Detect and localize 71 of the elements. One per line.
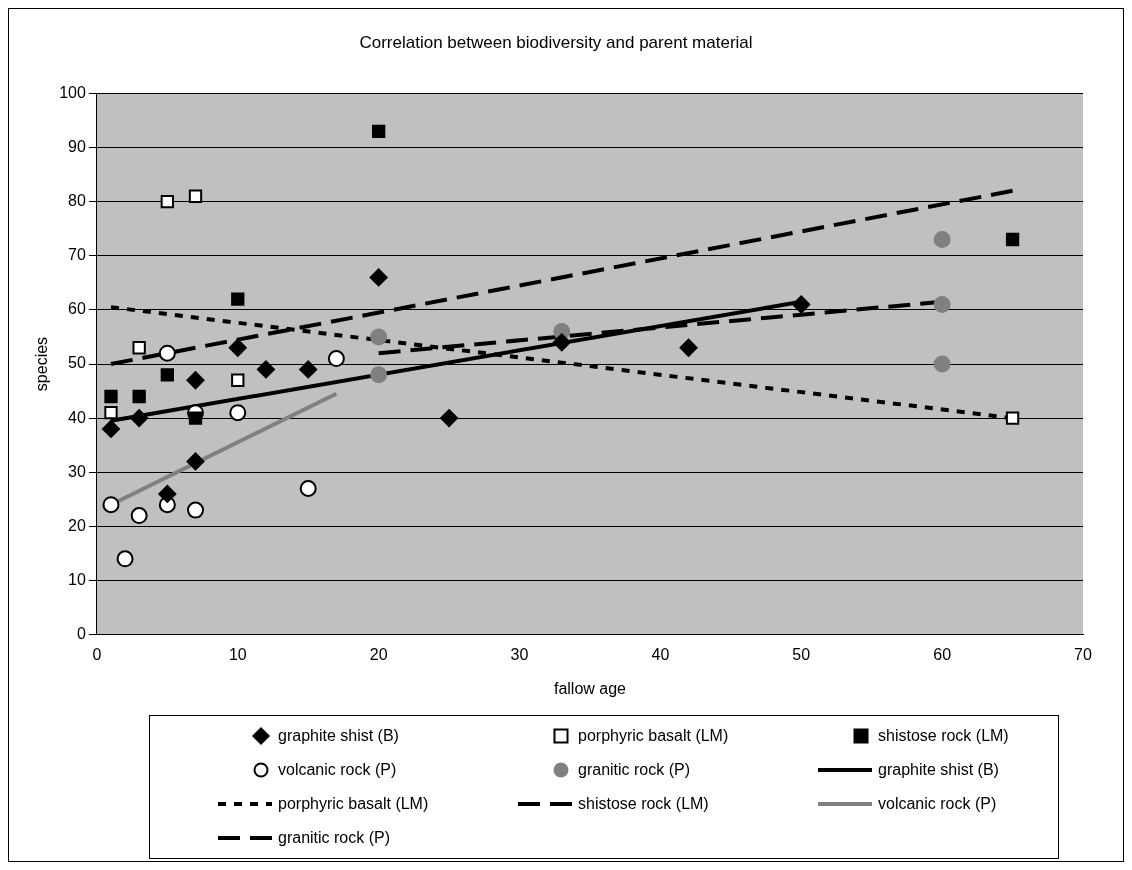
x-tick-label: 20	[369, 645, 388, 663]
point	[158, 484, 177, 503]
point	[299, 360, 318, 379]
x-tick-label: 60	[933, 645, 952, 663]
point	[132, 389, 146, 404]
point	[679, 338, 698, 357]
point	[116, 550, 134, 568]
x-tick-label: 50	[792, 645, 811, 663]
point	[229, 404, 247, 422]
point	[1005, 232, 1020, 247]
point	[792, 295, 811, 314]
point	[327, 350, 345, 368]
legend-label: graphite shist (B)	[878, 761, 999, 779]
point	[552, 333, 571, 352]
chart-title: Correlation between biodiversity and parent material	[359, 32, 753, 52]
point	[933, 231, 951, 249]
point	[130, 409, 149, 428]
legend-label: shistose rock (LM)	[878, 727, 1009, 745]
point	[1005, 411, 1020, 425]
point	[188, 411, 203, 425]
point	[132, 341, 146, 355]
point	[231, 292, 245, 306]
point	[299, 479, 317, 497]
point	[186, 371, 205, 390]
y-tick-label: 90	[68, 137, 86, 155]
legend-label: porphyric basalt (LM)	[278, 795, 429, 813]
point	[104, 406, 118, 420]
x-tick-label: 10	[228, 645, 247, 663]
y-tick-label: 70	[68, 246, 86, 264]
y-tick-label: 20	[68, 516, 86, 534]
point	[440, 409, 459, 428]
y-tick-label: 0	[76, 625, 86, 643]
x-tick-label: 70	[1074, 645, 1092, 663]
x-tick-label: 0	[92, 645, 102, 663]
y-tick-label: 50	[68, 354, 86, 372]
y-tick-label: 80	[68, 192, 86, 210]
point	[102, 496, 120, 514]
point	[104, 389, 118, 404]
legend-label: granitic rock (P)	[578, 761, 691, 779]
point	[186, 452, 205, 471]
point	[370, 366, 388, 384]
point	[369, 268, 388, 287]
y-tick-label: 100	[59, 83, 86, 101]
legend-label: volcanic rock (P)	[278, 761, 397, 779]
y-axis-title: species	[33, 336, 51, 392]
point	[160, 194, 174, 209]
point	[933, 295, 951, 313]
y-tick-label: 40	[68, 408, 86, 426]
point	[256, 360, 275, 379]
legend-label: shistose rock (LM)	[578, 795, 709, 813]
point	[228, 338, 247, 357]
x-tick-label: 40	[651, 645, 670, 663]
y-tick-label: 30	[68, 462, 86, 480]
y-tick-label: 60	[68, 300, 86, 318]
point	[371, 124, 386, 138]
point	[933, 355, 951, 373]
y-tick-label: 10	[68, 570, 86, 588]
legend-label: volcanic rock (P)	[878, 795, 997, 813]
x-tick-label: 30	[510, 645, 529, 663]
legend-label: porphyric basalt (LM)	[578, 727, 729, 745]
point	[231, 373, 245, 387]
x-axis-title: fallow age	[553, 679, 627, 697]
point	[370, 328, 388, 346]
point	[130, 507, 148, 525]
legend-label: granitic rock (P)	[278, 829, 391, 847]
point	[188, 189, 203, 203]
point	[101, 419, 120, 438]
point	[187, 501, 205, 519]
point	[160, 368, 174, 382]
point	[158, 344, 176, 362]
legend-label: graphite shist (B)	[278, 727, 399, 745]
